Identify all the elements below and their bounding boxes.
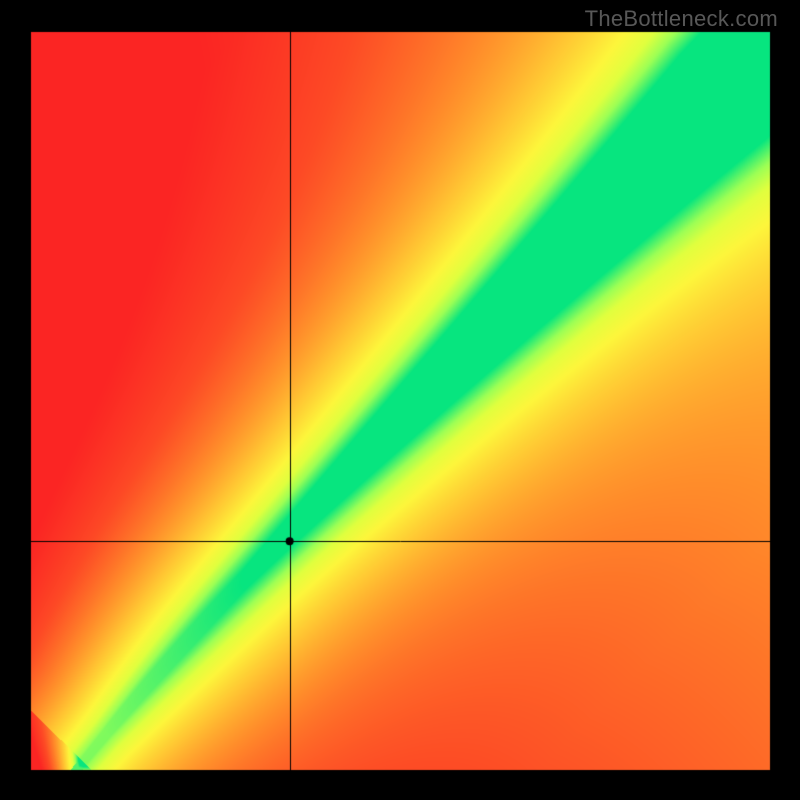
heatmap-canvas	[0, 0, 800, 800]
watermark-label: TheBottleneck.com	[585, 6, 778, 32]
